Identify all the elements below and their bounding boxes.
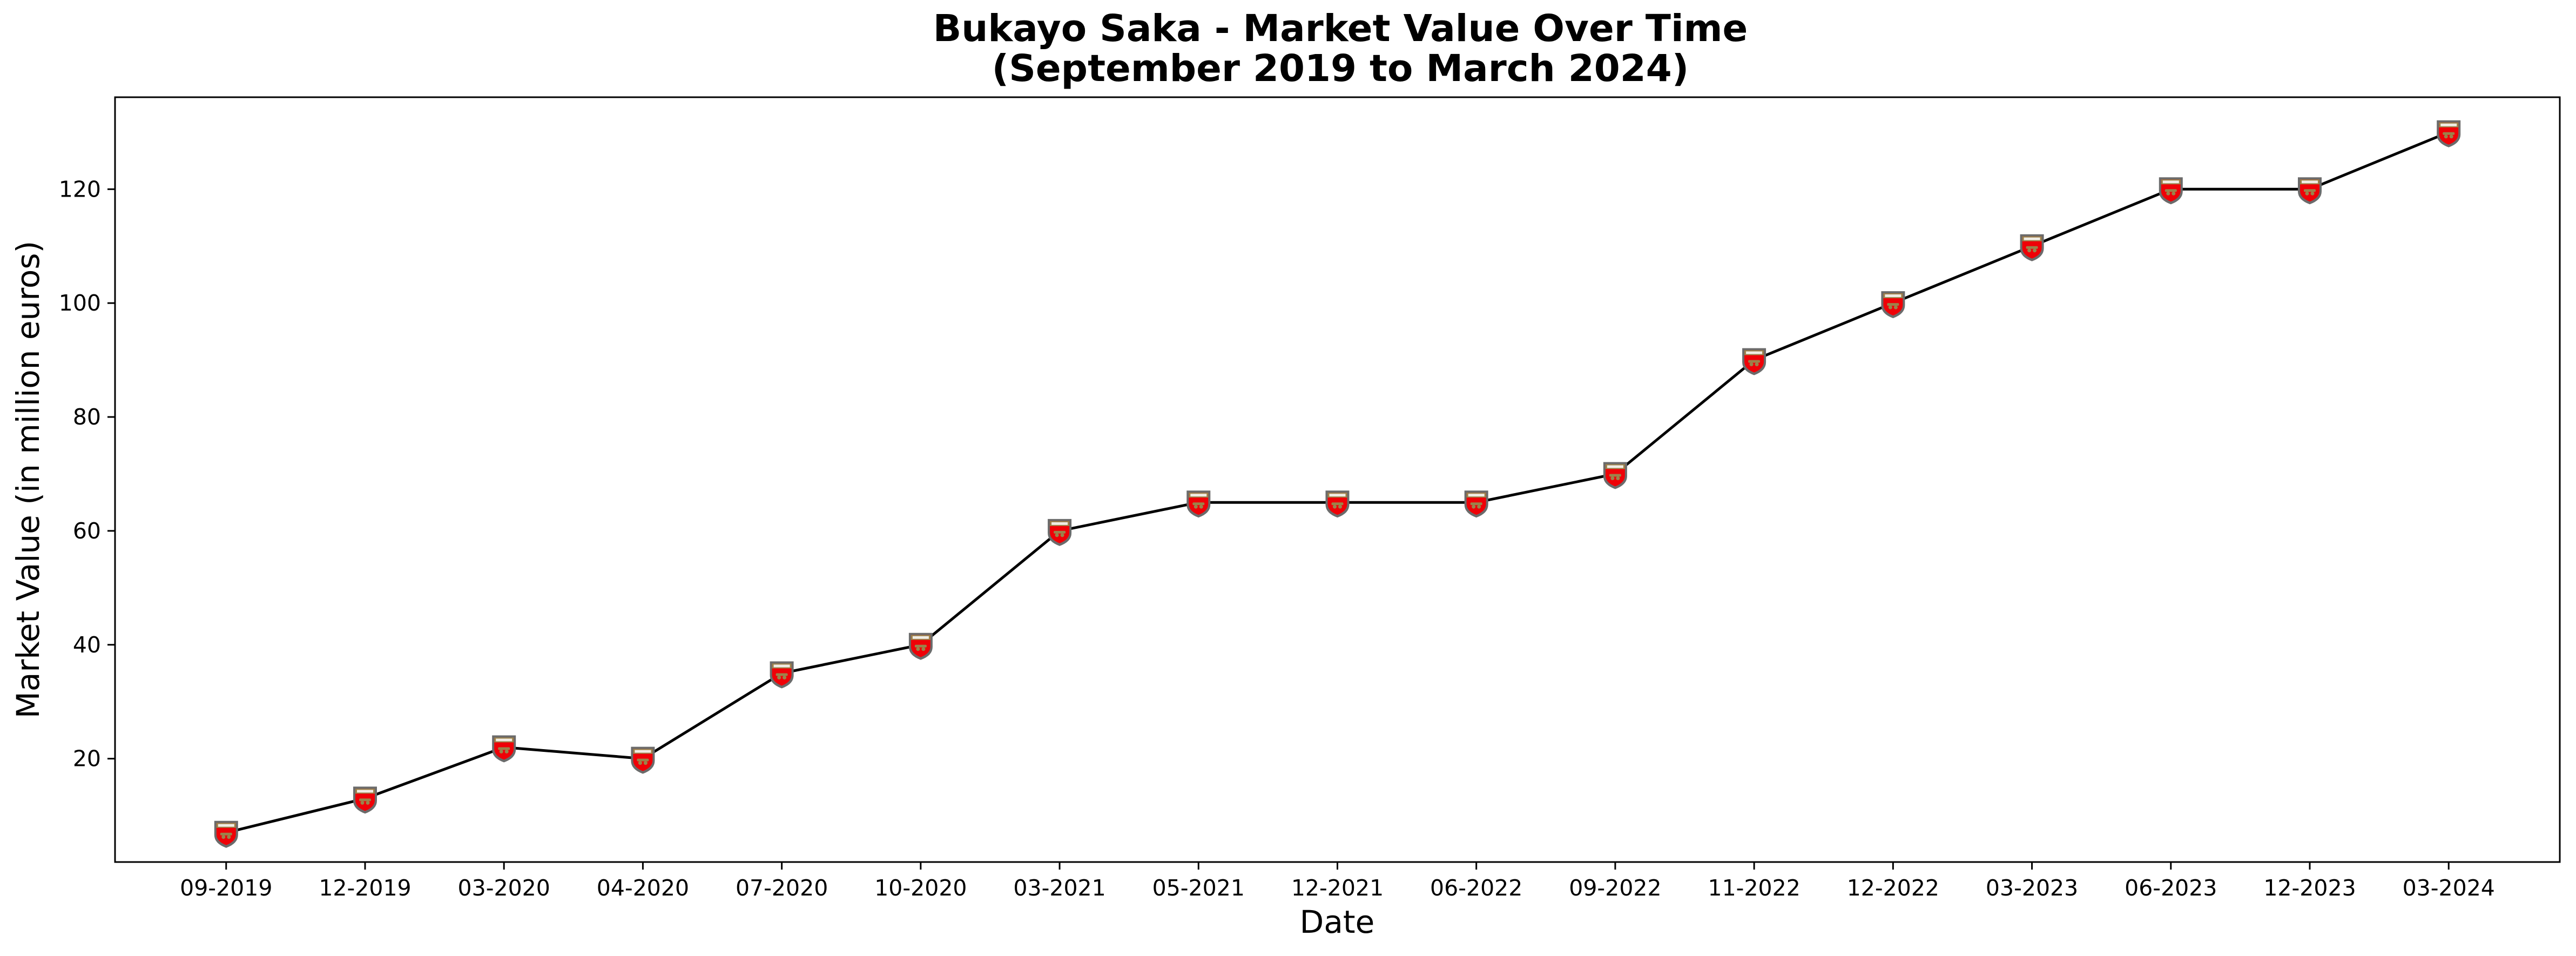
data-point-crest-icon: [1742, 348, 1766, 375]
plot-area-frame: [114, 96, 2561, 863]
data-point-crest-icon: [1881, 291, 1905, 319]
data-point-crest-icon: [1464, 490, 1488, 518]
y-tick-label: 100: [59, 290, 101, 316]
x-tick-label: 03-2024: [2403, 875, 2495, 901]
x-tick-label: 12-2023: [2263, 875, 2356, 901]
x-tick-label: 09-2019: [180, 875, 272, 901]
y-axis-ticks: 20 40 60 80 100 120: [59, 176, 115, 772]
y-tick-label: 120: [59, 176, 101, 202]
x-tick-label: 05-2021: [1152, 875, 1245, 901]
x-tick-label: 03-2020: [458, 875, 550, 901]
x-tick-label: 06-2022: [1430, 875, 1522, 901]
x-tick-label: 11-2022: [1708, 875, 1800, 901]
y-tick-label: 40: [73, 632, 101, 658]
x-tick-label: 12-2021: [1291, 875, 1384, 901]
data-point-crest-icon: [908, 632, 933, 660]
series-market-value: [214, 120, 2461, 848]
x-tick-label: 10-2020: [874, 875, 967, 901]
data-point-crest-icon: [770, 661, 794, 689]
chart-subtitle: (September 2019 to March 2024): [992, 47, 1689, 90]
y-tick-label: 20: [73, 746, 101, 772]
data-point-crest-icon: [1603, 462, 1627, 489]
data-point-crest-icon: [2159, 177, 2183, 205]
data-point-crest-icon: [2437, 120, 2461, 147]
data-point-crest-icon: [353, 786, 377, 814]
data-point-crest-icon: [1048, 519, 1072, 546]
y-axis-label: Market Value (in million euros): [10, 241, 46, 718]
data-point-crest-icon: [2020, 234, 2044, 261]
x-tick-label: 03-2021: [1013, 875, 1105, 901]
x-tick-label: 03-2023: [1986, 875, 2078, 901]
data-point-crest-icon: [492, 735, 516, 763]
x-tick-label: 06-2023: [2125, 875, 2217, 901]
x-tick-label: 12-2019: [319, 875, 411, 901]
data-point-crest-icon: [1325, 490, 1350, 518]
x-tick-label: 07-2020: [736, 875, 828, 901]
x-axis-label: Date: [1300, 904, 1375, 940]
y-tick-label: 80: [73, 404, 101, 430]
data-point-crest-icon: [214, 820, 238, 848]
data-point-crest-icon: [2298, 177, 2322, 205]
x-tick-label: 09-2022: [1569, 875, 1661, 901]
x-tick-label: 04-2020: [597, 875, 689, 901]
x-tick-label: 12-2022: [1847, 875, 1939, 901]
data-point-crest-icon: [631, 746, 655, 774]
data-point-crest-icon: [1186, 490, 1211, 518]
x-axis-ticks: 09-2019 12-2019 03-2020 04-2020 07-2020 10-20…: [180, 862, 2495, 901]
series-line: [226, 131, 2450, 834]
chart-title: Bukayo Saka - Market Value Over Time: [933, 7, 1748, 50]
y-tick-label: 60: [73, 518, 101, 544]
